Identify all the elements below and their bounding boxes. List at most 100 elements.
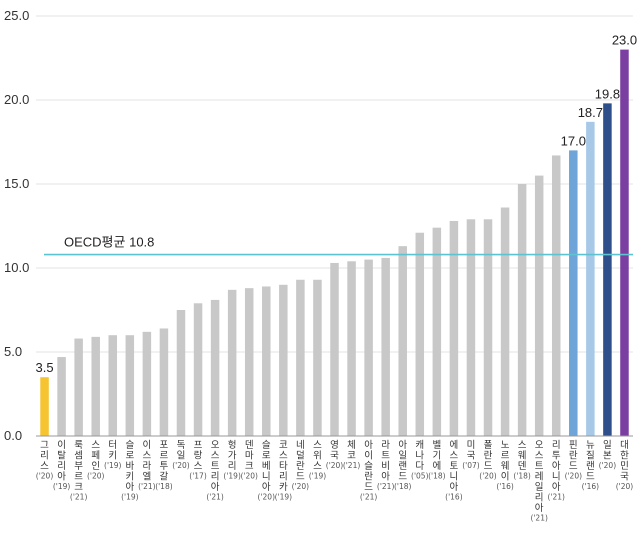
country-label-char: 스 — [40, 461, 49, 472]
country-label-char: 스 — [194, 461, 203, 472]
country-label-char: 란 — [569, 450, 578, 462]
country-label-char: 드 — [364, 482, 373, 493]
country-label-char: 니 — [262, 472, 271, 483]
country-label-char: 네 — [296, 440, 305, 451]
country-label-char: 르 — [501, 451, 510, 462]
country-label-char: 코 — [347, 451, 356, 462]
bar — [432, 227, 442, 436]
country-label-char: 리 — [279, 472, 288, 483]
country-year-label: ('16) — [445, 493, 463, 502]
country-label-char: 아 — [535, 503, 544, 514]
country-label-char: 란 — [364, 471, 373, 483]
country-label-char: 영 — [330, 440, 339, 451]
y-tick-label: 10.0 — [4, 260, 29, 275]
country-label-char: 일 — [535, 482, 544, 493]
bar — [398, 246, 407, 436]
country-label-char: 키 — [108, 451, 117, 462]
country-label-char: 덜 — [296, 450, 305, 462]
country-label-char: 리 — [211, 472, 220, 483]
x-axis-labels: 그리스('20)이탈리아('19)룩셈부르크('21)스페인('20)터키('1… — [36, 440, 633, 523]
country-label-char: 웨 — [518, 450, 527, 462]
bar — [620, 49, 629, 436]
bar — [176, 310, 186, 436]
country-label-char: 인 — [91, 461, 100, 472]
country-label-char: 벨 — [432, 440, 441, 451]
country-label-char: 국 — [330, 451, 339, 462]
country-label-char: 독 — [177, 440, 186, 451]
bar — [279, 284, 288, 436]
country-year-label: ('20) — [36, 472, 54, 481]
country-label-char: 그 — [40, 440, 49, 451]
country-label-char: 로 — [125, 451, 134, 462]
country-label-char: 투 — [552, 451, 561, 462]
country-label-char: 아 — [552, 482, 561, 493]
bar — [483, 219, 493, 436]
country-year-label: ('19) — [309, 472, 327, 481]
country-label-char: 토 — [450, 461, 459, 472]
country-label-char: 오 — [535, 440, 544, 451]
bar — [569, 150, 578, 436]
country-year-label: ('19) — [53, 482, 71, 491]
country-label-char: 한 — [620, 451, 629, 462]
bar — [227, 289, 237, 436]
country-label-char: 일 — [603, 440, 612, 451]
country-year-label: ('16) — [582, 482, 600, 491]
country-year-label: ('21) — [343, 461, 361, 470]
country-year-label: ('20) — [292, 482, 310, 491]
country-label-char: 체 — [347, 440, 356, 451]
country-label-char: 타 — [279, 461, 288, 472]
country-year-label: ('20) — [258, 493, 276, 502]
bar — [381, 257, 390, 436]
country-label-char: 베 — [262, 461, 271, 472]
country-label-char: 투 — [160, 461, 169, 472]
country-year-label: ('18) — [155, 482, 173, 491]
country-label-char: 뉴 — [586, 440, 595, 451]
country-label-char: 마 — [245, 451, 254, 462]
country-label-char: 질 — [586, 450, 595, 462]
country-label-char: 갈 — [160, 471, 169, 483]
y-tick-label: 5.0 — [4, 344, 22, 359]
country-label-char: 룩 — [74, 440, 83, 451]
country-label-char: 아 — [381, 472, 390, 483]
country-label-char: 프 — [194, 440, 203, 451]
country-label-char: 트 — [535, 461, 544, 472]
bar — [415, 232, 425, 436]
bar-value-label: 17.0 — [561, 133, 586, 148]
country-label-char: 카 — [279, 482, 288, 493]
bar-value-label: 3.5 — [35, 360, 53, 375]
country-label-char: 아 — [450, 482, 459, 493]
country-year-label: ('17) — [189, 472, 207, 481]
country-label-char: 스 — [313, 461, 322, 472]
country-year-label: ('19) — [121, 493, 139, 502]
country-label-char: 부 — [74, 461, 83, 472]
country-label-char: 국 — [620, 472, 629, 483]
country-label-char: 리 — [535, 493, 544, 504]
country-label-char: 키 — [125, 472, 134, 483]
bar — [210, 299, 220, 436]
country-label-char: 아 — [552, 461, 561, 472]
country-label-char: 리 — [57, 461, 66, 472]
country-label-char: 웨 — [501, 460, 510, 472]
country-label-char: 일 — [398, 451, 407, 462]
country-label-char: 덴 — [518, 461, 527, 472]
country-label-char: 덴 — [245, 440, 254, 451]
country-label-char: 르 — [160, 451, 169, 462]
oecd-average-label: OECD평균 10.8 — [64, 235, 154, 250]
country-label-char: 가 — [228, 451, 237, 462]
country-label-char: 기 — [432, 451, 441, 462]
country-year-label: ('21) — [530, 514, 548, 523]
country-label-char: 엘 — [142, 472, 151, 483]
bar — [347, 261, 356, 436]
bar — [57, 357, 66, 436]
country-label-char: 페 — [91, 451, 100, 462]
bar — [262, 286, 271, 436]
bar — [534, 175, 544, 436]
country-label-char: 오 — [211, 440, 220, 451]
bar — [364, 259, 373, 436]
country-label-char: 드 — [484, 461, 493, 472]
country-year-label: ('20) — [240, 472, 258, 481]
country-label-char: 아 — [398, 440, 407, 451]
country-label-char: 스 — [211, 451, 220, 462]
country-year-label: ('20) — [172, 461, 190, 470]
